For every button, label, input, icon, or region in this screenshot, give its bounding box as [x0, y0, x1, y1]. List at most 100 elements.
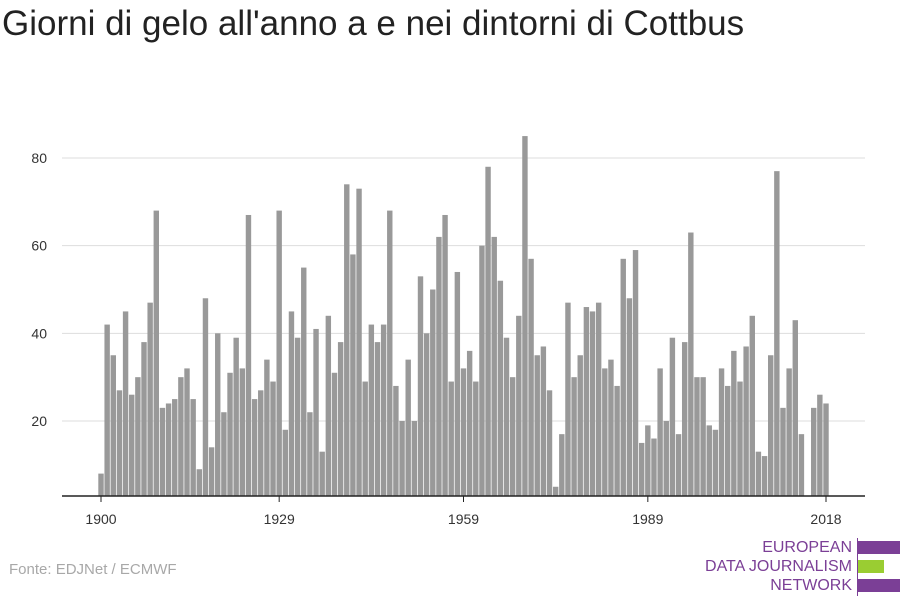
bar-1974 [552, 486, 559, 496]
logo-bar-middle [858, 560, 884, 573]
bar-1970 [528, 258, 534, 496]
logo-line-european: EUROPEAN [762, 539, 852, 556]
bar-1995 [681, 342, 688, 496]
bar-1997 [694, 377, 700, 496]
bar-2016 [811, 407, 817, 496]
bar-1929 [276, 210, 282, 496]
bar-1957 [448, 381, 454, 496]
bar-2008 [761, 456, 768, 496]
y-tick-label: 20 [31, 413, 47, 429]
bar-1989 [645, 425, 651, 496]
bar-1924 [245, 214, 252, 497]
bar-1901 [104, 324, 110, 496]
bar-1946 [380, 324, 387, 496]
bar-1942 [356, 188, 362, 496]
bar-2014 [798, 434, 805, 496]
bar-1923 [239, 368, 246, 496]
bar-1980 [589, 311, 596, 496]
bar-2005 [743, 346, 749, 496]
bar-1986 [626, 298, 633, 496]
bar-1985 [620, 258, 626, 496]
logo-bar-bottom [858, 579, 900, 592]
bar-1914 [184, 368, 190, 496]
bar-1944 [368, 324, 375, 496]
edjnet-logo: EUROPEAN DATA JOURNALISM NETWORK [700, 538, 900, 596]
bar-1919 [215, 333, 221, 496]
bar-2009 [768, 355, 774, 496]
bar-1992 [663, 421, 669, 496]
bar-1953 [423, 333, 430, 496]
bar-1960 [466, 350, 473, 496]
bars [98, 136, 829, 497]
bar-1976 [565, 302, 571, 496]
bar-2018 [823, 403, 829, 496]
bar-1964 [491, 236, 497, 496]
bar-1981 [595, 302, 602, 496]
bar-1958 [454, 271, 461, 496]
bar-1910 [159, 407, 166, 496]
bar-1955 [436, 236, 442, 496]
bar-1909 [153, 210, 159, 496]
chart-title: Giorni di gelo all'anno a e nei dintorni… [2, 4, 745, 43]
bar-1928 [270, 381, 276, 496]
bar-1963 [485, 166, 491, 496]
bar-2011 [780, 407, 786, 496]
x-tick-label: 1989 [632, 511, 663, 527]
bar-1917 [202, 298, 209, 496]
bar-1930 [282, 429, 289, 496]
bar-1994 [675, 434, 682, 496]
bar-1948 [393, 385, 399, 496]
y-tick-label: 40 [31, 325, 47, 341]
x-tick-label: 1959 [448, 511, 479, 527]
bar-1916 [196, 469, 203, 496]
bar-2012 [786, 368, 792, 496]
bar-1933 [301, 267, 307, 496]
bar-1934 [307, 412, 313, 496]
bar-1911 [165, 403, 172, 496]
bar-1902 [110, 355, 116, 496]
bar-1990 [651, 438, 657, 496]
x-tick-label: 1900 [85, 511, 116, 527]
bar-1907 [141, 342, 147, 496]
bar-1954 [430, 289, 436, 496]
bar-1987 [632, 250, 639, 496]
bar-2017 [817, 394, 823, 496]
bar-1936 [319, 451, 325, 496]
bar-1937 [325, 315, 332, 496]
bar-1935 [313, 328, 319, 496]
bar-1906 [135, 377, 141, 496]
bar-1975 [559, 434, 565, 496]
bar-1967 [509, 377, 516, 496]
bar-1996 [688, 232, 694, 496]
bar-1922 [233, 337, 239, 496]
bar-1925 [251, 399, 258, 496]
bar-1961 [473, 381, 479, 496]
bar-2006 [749, 315, 755, 496]
y-axis-ticks: 20 40 60 80 [31, 150, 47, 429]
bar-1998 [700, 377, 706, 496]
bar-1918 [208, 447, 215, 496]
bar-1938 [331, 372, 338, 496]
bar-1951 [411, 421, 418, 496]
bar-1977 [571, 377, 577, 496]
logo-line-network: NETWORK [770, 577, 852, 594]
bar-1920 [221, 412, 227, 496]
bar-1931 [288, 311, 295, 496]
bar-1969 [522, 136, 528, 496]
bar-1973 [546, 390, 553, 496]
bar-2002 [724, 385, 731, 496]
bar-1993 [669, 337, 676, 496]
bar-1905 [129, 394, 135, 496]
bar-1950 [405, 359, 411, 496]
bar-1982 [602, 368, 608, 496]
bar-1991 [657, 368, 663, 496]
bar-1945 [374, 342, 381, 496]
bar-2003 [731, 350, 737, 496]
bar-1984 [614, 385, 620, 496]
bar-2007 [755, 451, 762, 496]
logo-line-data-journalism: DATA JOURNALISM [705, 558, 852, 575]
bar-1956 [442, 214, 448, 497]
bar-1932 [294, 337, 301, 496]
bar-1908 [147, 302, 153, 496]
